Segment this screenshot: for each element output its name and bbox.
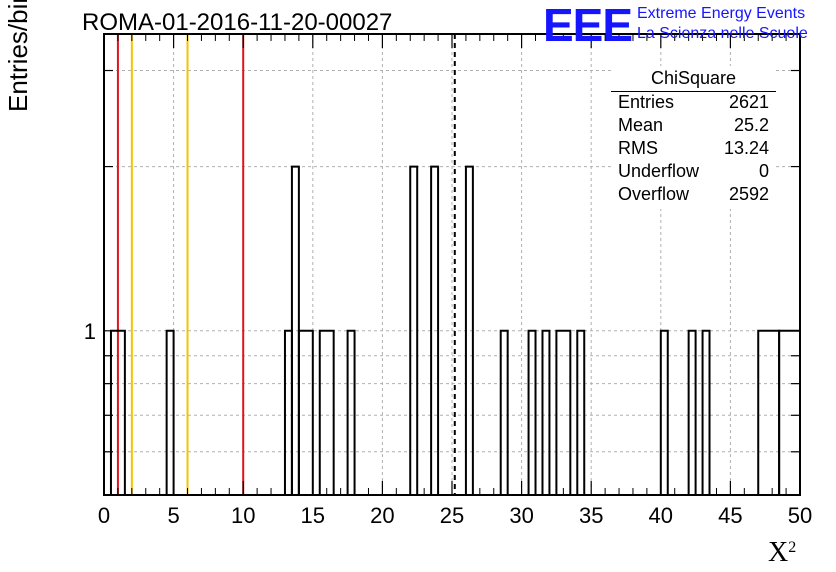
x-axis-label-superscript: 2 <box>788 539 797 556</box>
chart-title: ROMA-01-2016-11-20-00027 <box>82 9 393 36</box>
stats-value: 2621 <box>728 92 769 112</box>
logo-line-1: Extreme Energy Events <box>637 5 806 22</box>
stats-value: 0 <box>758 161 769 181</box>
histogram-bar <box>687 329 697 495</box>
histogram-bar <box>297 329 314 495</box>
stats-value: 13.24 <box>723 138 769 158</box>
histogram-bar <box>701 329 711 495</box>
x-tick-label: 0 <box>98 503 110 528</box>
stats-value: 25.2 <box>733 115 769 135</box>
x-axis-label-base: X <box>768 537 789 568</box>
x-tick-label: 30 <box>509 503 533 528</box>
stats-key: RMS <box>618 138 658 158</box>
stats-key: Overflow <box>618 184 690 204</box>
x-tick-label: 25 <box>440 503 464 528</box>
x-tick-label: 40 <box>649 503 673 528</box>
histogram-bar <box>318 329 335 495</box>
y-axis-label: Entries/bin <box>3 0 33 112</box>
marker-line-layer <box>116 34 456 495</box>
x-axis-label: X2 <box>768 537 796 569</box>
histogram-layer <box>109 165 801 495</box>
stats-box-title: ChiSquare <box>650 68 737 88</box>
stats-box: ChiSquare Entries 2621 Mean 25.2 RMS 13.… <box>611 66 776 209</box>
stats-box-divider <box>611 91 776 92</box>
logo-line-2: La Scienza nelle Scuole <box>637 25 808 42</box>
histogram-bar <box>165 329 175 495</box>
histogram-bar <box>576 329 586 495</box>
stats-value: 2592 <box>728 184 769 204</box>
tick-layer <box>103 34 801 495</box>
histogram-bar <box>555 329 572 495</box>
x-tick-label: 5 <box>167 503 179 528</box>
x-tick-label: 45 <box>718 503 742 528</box>
stats-key: Entries <box>618 92 675 112</box>
histogram-bar <box>499 329 509 495</box>
histogram-bar <box>430 165 440 495</box>
stats-key: Mean <box>618 115 664 135</box>
histogram-bar <box>757 329 781 495</box>
x-tick-label: 35 <box>579 503 603 528</box>
histogram-bar <box>659 329 669 495</box>
stats-key: Underflow <box>618 161 700 181</box>
y-tick-label: 1 <box>84 319 96 344</box>
x-tick-label: 15 <box>301 503 325 528</box>
x-tick-label: 50 <box>788 503 812 528</box>
histogram-bar <box>409 165 419 495</box>
eee-logo: EEE <box>543 0 633 51</box>
x-tick-label: 20 <box>370 503 394 528</box>
histogram-bar <box>464 165 474 495</box>
x-tick-label: 10 <box>231 503 255 528</box>
histogram-bar <box>346 329 356 495</box>
x-tick-label-layer: 0 5 10 15 20 25 30 35 40 45 50 1 <box>84 319 812 528</box>
histogram-bar <box>527 329 537 495</box>
histogram-bar <box>541 329 551 495</box>
